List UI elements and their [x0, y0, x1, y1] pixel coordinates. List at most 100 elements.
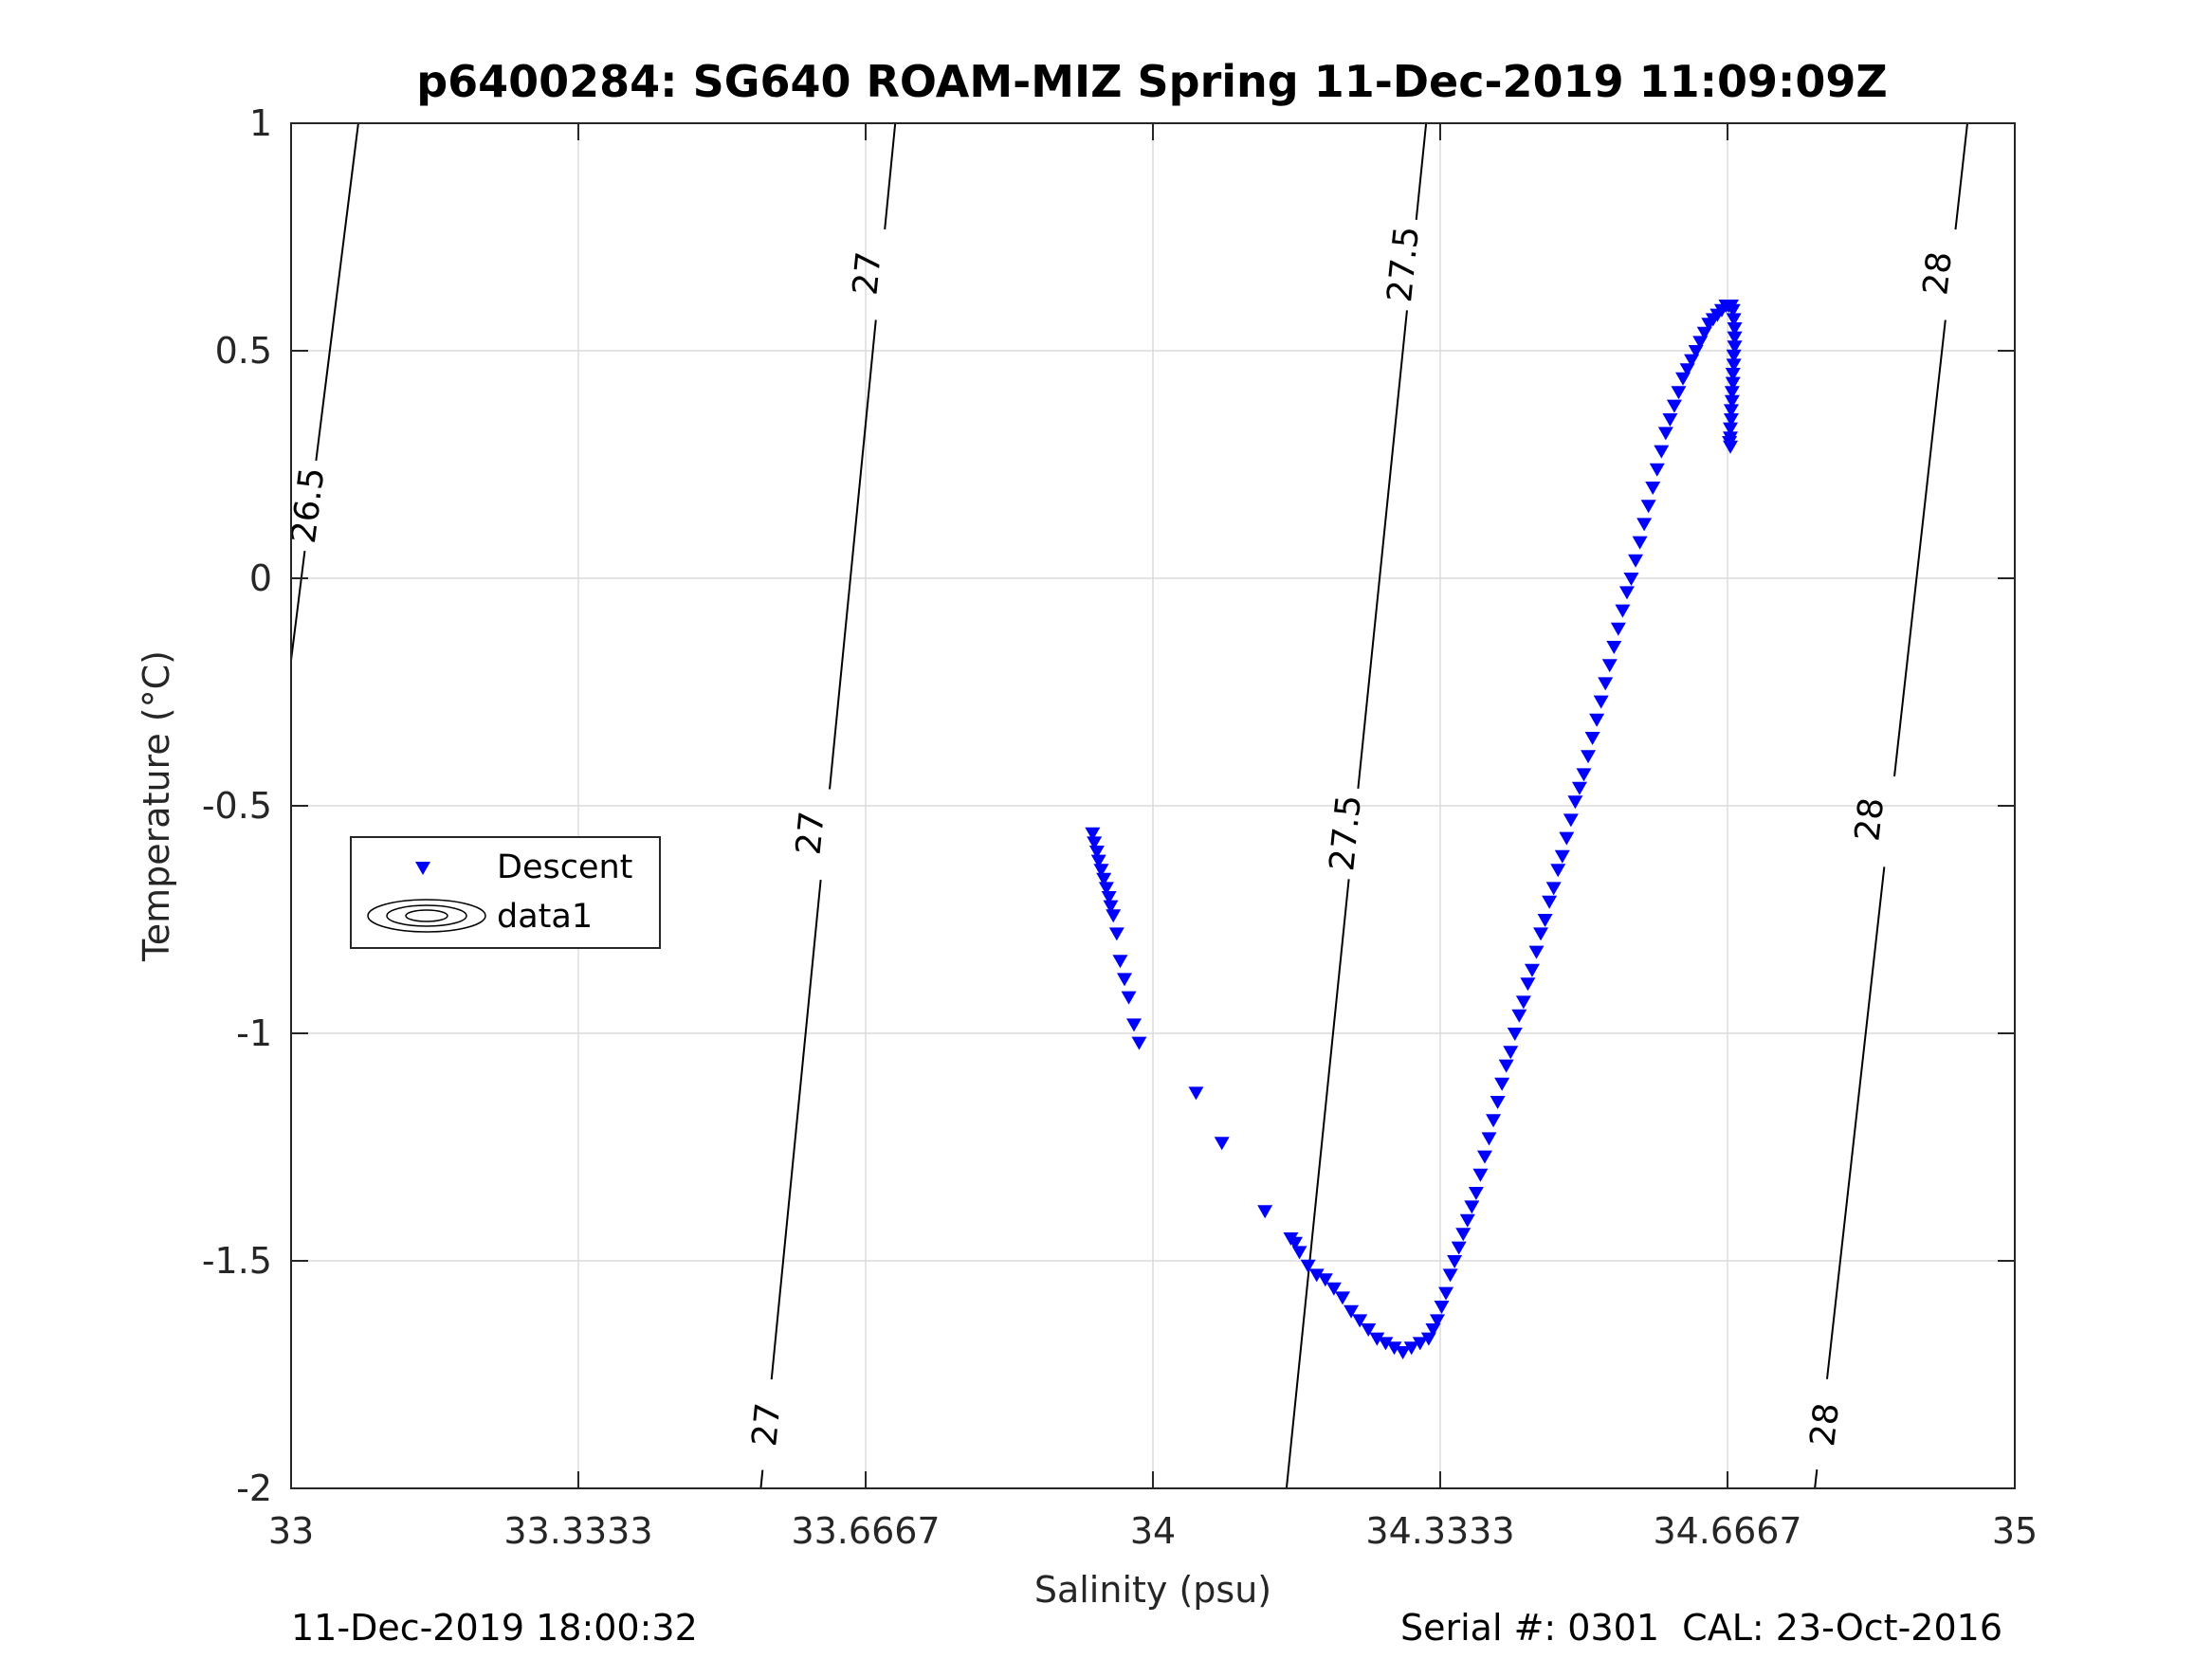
descent-point — [1447, 1255, 1463, 1268]
descent-point — [1481, 1132, 1497, 1146]
descent-point — [1726, 358, 1742, 373]
descent-point — [1429, 1314, 1445, 1328]
x-tick-label: 34 — [1130, 1510, 1176, 1552]
descent-point — [1101, 891, 1117, 904]
descent-point — [1576, 768, 1592, 782]
descent-point — [1524, 963, 1540, 977]
x-tick-label: 33.3333 — [503, 1510, 652, 1552]
descent-point — [1378, 1337, 1394, 1351]
descent-point — [1606, 641, 1622, 654]
descent-point — [1723, 440, 1739, 454]
descent-point — [1395, 1346, 1411, 1359]
isopycnal-line — [1814, 1469, 1819, 1489]
x-tick-label: 33 — [268, 1510, 314, 1552]
descent-point — [1369, 1332, 1385, 1346]
descent-point — [1696, 326, 1712, 340]
descent-point — [1334, 1291, 1350, 1305]
descent-point — [1476, 1150, 1492, 1164]
descent-point — [1412, 1337, 1428, 1351]
isopycnal-line — [1357, 310, 1408, 789]
descent-point — [1126, 1018, 1143, 1032]
descent-point — [1684, 354, 1700, 368]
descent-point — [1106, 909, 1122, 923]
isopycnal-line — [770, 879, 822, 1380]
descent-point — [1131, 1036, 1147, 1050]
descent-point — [1403, 1341, 1419, 1356]
descent-point — [1598, 677, 1614, 691]
descent-point — [1679, 363, 1695, 377]
isopycnal-line — [1954, 122, 1968, 230]
descent-point — [1545, 882, 1562, 896]
descent-point — [1688, 345, 1704, 358]
descent-point — [1103, 900, 1119, 914]
legend-descent-label: Descent — [497, 848, 632, 886]
y-tick-label: 0.5 — [215, 330, 272, 372]
descent-point — [1632, 536, 1648, 550]
y-tick-label: 1 — [249, 102, 272, 144]
descent-point — [1507, 1028, 1523, 1041]
isopycnal-label: 28 — [1803, 1401, 1847, 1449]
descent-point — [1623, 573, 1639, 586]
isopycnal-label: 28 — [1916, 249, 1960, 297]
descent-point — [1472, 1168, 1489, 1182]
isopycnal-contours: 26.5 27 27 27 27.5 27.5 28 28 28 — [284, 122, 1968, 1489]
descent-point — [1636, 518, 1653, 532]
x-tick-label: 35 — [1992, 1510, 2038, 1552]
descent-point — [1618, 586, 1635, 600]
isopycnal-line — [1285, 879, 1350, 1489]
x-tick-label: 33.6667 — [791, 1510, 940, 1552]
descent-point — [1725, 303, 1741, 318]
descent-point — [1361, 1323, 1377, 1337]
descent-point — [1666, 399, 1682, 413]
descent-point — [1550, 864, 1566, 878]
descent-point — [1438, 1286, 1454, 1301]
descent-point — [1640, 500, 1656, 514]
isopycnal-label: 27.5 — [1323, 793, 1369, 873]
descent-point — [1533, 927, 1549, 941]
descent-point — [1726, 313, 1742, 327]
descent-point — [1615, 604, 1631, 618]
descent-point — [1723, 404, 1739, 418]
descent-point — [1727, 331, 1743, 345]
descent-point — [1317, 1273, 1333, 1287]
descent-point — [1724, 386, 1740, 400]
descent-point — [1434, 1301, 1450, 1314]
descent-point — [1567, 795, 1583, 810]
descent-point — [1459, 1213, 1475, 1228]
y-tick-label: -2 — [236, 1468, 272, 1509]
isopycnal-label: 28 — [1848, 795, 1892, 843]
descent-point — [1088, 846, 1105, 859]
descent-point — [1725, 376, 1741, 391]
descent-point — [1723, 413, 1739, 427]
descent-point — [1654, 445, 1670, 459]
descent-point — [1257, 1205, 1273, 1219]
descent-point — [1498, 1059, 1514, 1073]
isopycnal-line — [829, 319, 877, 790]
y-tick-label: 0 — [249, 557, 272, 599]
descent-point — [1308, 1268, 1325, 1283]
isopycnal-line — [884, 122, 897, 230]
isopycnal-label: 27 — [789, 810, 832, 857]
descent-point — [1727, 322, 1743, 336]
descent-point — [1571, 781, 1587, 795]
descent-point — [1563, 813, 1579, 828]
descent-point — [1442, 1268, 1458, 1283]
descent-point — [1723, 422, 1739, 436]
legend-descent-marker — [415, 862, 430, 875]
descent-point — [1098, 882, 1114, 896]
descent-point — [1117, 973, 1133, 987]
isopycnal-line — [1825, 866, 1886, 1379]
footer-serial-cal: Serial #: 0301 CAL: 23-Oct-2016 — [1400, 1607, 2002, 1649]
descent-point — [1096, 872, 1112, 886]
descent-point — [1511, 1009, 1527, 1023]
descent-point — [1601, 659, 1618, 673]
isopycnal-label: 27 — [745, 1401, 788, 1449]
descent-point — [1628, 554, 1644, 568]
descent-point — [1087, 836, 1103, 850]
descent-point — [1657, 427, 1673, 441]
descent-point — [1727, 340, 1743, 355]
y-tick-label: -1 — [236, 1012, 272, 1054]
descent-point — [1420, 1332, 1436, 1346]
x-tick-label: 34.3333 — [1365, 1510, 1514, 1552]
